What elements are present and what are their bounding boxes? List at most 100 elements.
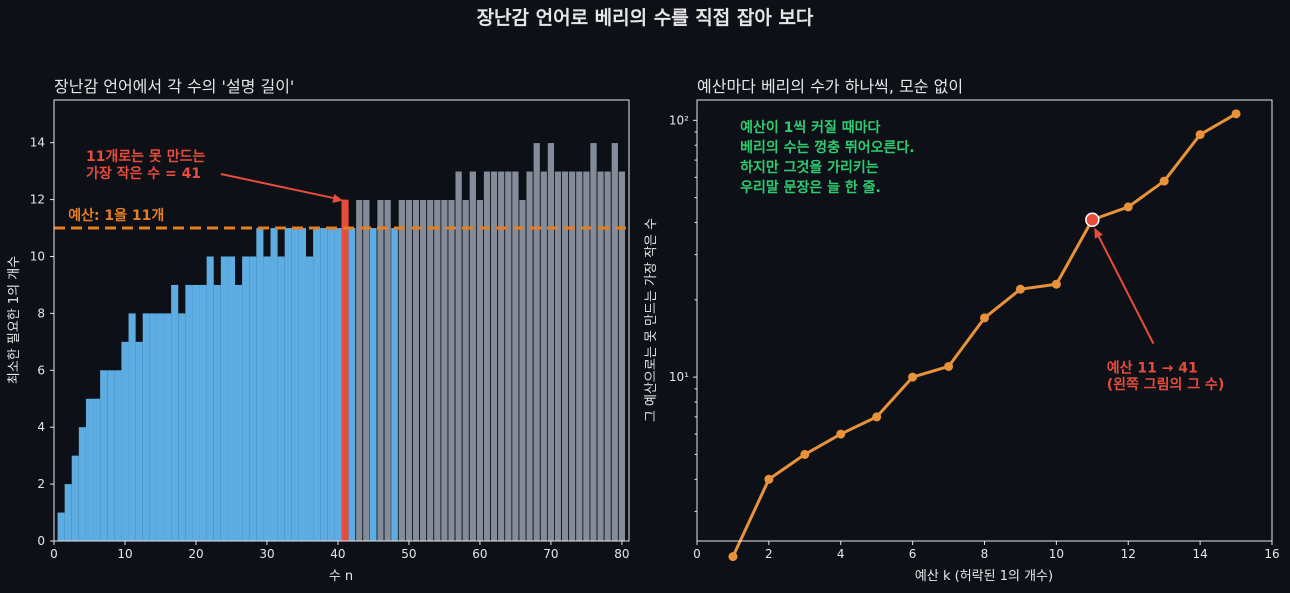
bar-n-8 [107,370,115,541]
bar-n-66 [518,199,527,542]
bar-n-9 [114,370,122,541]
bar-n-15 [156,313,165,541]
bar-n-76 [589,142,598,542]
left-y-tick-label: 10 [30,249,45,263]
left-y-tick-label: 0 [37,534,45,548]
right-chart: 예산마다 베리의 수가 하나씩, 모순 없이 예산이 1씩 커질 때마다 베리의… [644,77,1280,584]
bar-n-25 [227,256,236,541]
bar-n-10 [121,341,129,541]
bar-n-51 [412,199,420,542]
right-x-tick-label: 10 [1049,547,1064,561]
left-axes-frame [53,99,630,542]
bar-n-32 [277,256,285,541]
point-k-3 [800,449,810,459]
bar-n-60 [475,199,484,542]
bar-n-24 [220,256,228,541]
bar-n-41 [341,199,349,542]
point-k-8 [980,313,989,323]
bar-n-21 [199,284,207,541]
bar-n-36 [306,256,314,541]
note-line-3: 하지만 그것을 가리키는 [740,159,879,176]
bar-n-34 [291,228,299,541]
highlight-arrow [220,172,337,200]
point-k-10 [1051,279,1061,289]
bar-n-13 [142,313,150,541]
bar-n-44 [362,199,371,542]
bar-n-28 [249,256,257,541]
point-k-14 [1195,130,1205,140]
right-x-label: 예산 k (허락된 1의 개수) [915,569,1053,584]
point-k-13 [1159,176,1169,186]
right-y-label: 그 예산으로는 못 만드는 가장 작은 수 [644,218,659,422]
left-x-tick-label: 70 [543,547,558,561]
left-chart: 장난감 언어에서 각 수의 '설명 길이' 예산: 1을 11개 11개로는 못… [7,77,630,584]
left-x-label: 수 n [329,569,353,584]
bar-n-58 [461,199,470,542]
left-y-tick-label: 6 [37,363,45,377]
left-y-tick-label: 4 [37,420,45,434]
bar-n-53 [426,199,435,542]
left-bars [57,142,626,542]
bar-n-31 [270,228,278,541]
left-x-tick-label: 50 [401,547,416,561]
left-y-tick-label: 8 [37,306,45,320]
bar-n-26 [235,284,243,541]
right-highlight-label-line2: (왼쪽 그림의 그 수) [1107,376,1225,393]
left-chart-title: 장난감 언어에서 각 수의 '설명 길이' [54,77,294,96]
right-x-tick-label: 16 [1264,547,1279,561]
bar-n-54 [433,199,442,542]
bar-n-56 [447,199,456,542]
bar-n-22 [206,256,214,541]
left-y-tick-label: 12 [30,193,45,207]
bar-n-38 [320,228,328,541]
bar-n-5 [85,398,94,541]
bar-n-70 [546,142,555,542]
point-k-11 [1085,212,1100,228]
bar-n-4 [78,427,86,541]
bar-n-47 [383,199,392,542]
bar-n-50 [404,199,413,542]
bar-n-19 [185,284,193,541]
right-x-tick-label: 8 [981,547,989,561]
left-y-tick-label: 2 [37,477,45,491]
right-x-tick-label: 0 [693,547,701,561]
left-y-label: 최소한 필요한 1의 개수 [7,256,22,384]
bar-n-11 [128,313,136,541]
left-x-tick-label: 80 [614,547,629,561]
right-x-tick-label: 14 [1192,547,1207,561]
bar-n-69 [539,170,548,542]
point-k-2 [764,474,774,484]
right-highlight-arrowhead [1094,227,1103,239]
bar-n-57 [454,170,463,542]
bar-n-29 [256,228,264,541]
bar-n-40 [334,228,342,541]
bar-n-52 [419,199,428,542]
note-line-2: 베리의 수는 껑충 뛰어오른다. [740,139,915,156]
budget-label: 예산: 1을 11개 [68,207,164,224]
point-k-1 [728,552,738,562]
highlight-label-line1: 11개로는 못 만드는 [86,149,206,165]
left-x-tick-label: 10 [117,547,132,561]
bar-n-79 [610,142,619,542]
bar-n-48 [391,228,399,541]
bar-n-39 [327,228,335,541]
bar-n-14 [149,313,157,541]
left-y-ticks: 0 2 4 6 8 10 12 14 [30,136,54,548]
bar-n-33 [284,228,292,541]
highlight-label-line2: 가장 작은 수 = 41 [86,165,201,182]
highlight-arrowhead [332,194,344,203]
right-note: 예산이 1씩 커질 때마다 베리의 수는 껑충 뛰어오른다. 하지만 그것을 가… [740,119,915,196]
right-y-tick-label: 10² [669,113,689,127]
right-highlight-arrow [1095,231,1155,345]
right-highlight-label-line1: 예산 11 → 41 [1107,360,1198,377]
figure-title: 장난감 언어로 베리의 수를 직접 잡아 보다 [477,7,814,29]
bar-n-17 [171,284,179,541]
bar-n-45 [369,228,377,541]
bar-n-37 [313,228,321,541]
left-x-tick-label: 0 [50,547,58,561]
left-y-tick-label: 14 [30,136,45,150]
bar-n-12 [135,341,143,541]
bar-n-49 [397,199,406,542]
bar-n-68 [532,142,541,542]
point-k-9 [1015,284,1025,294]
